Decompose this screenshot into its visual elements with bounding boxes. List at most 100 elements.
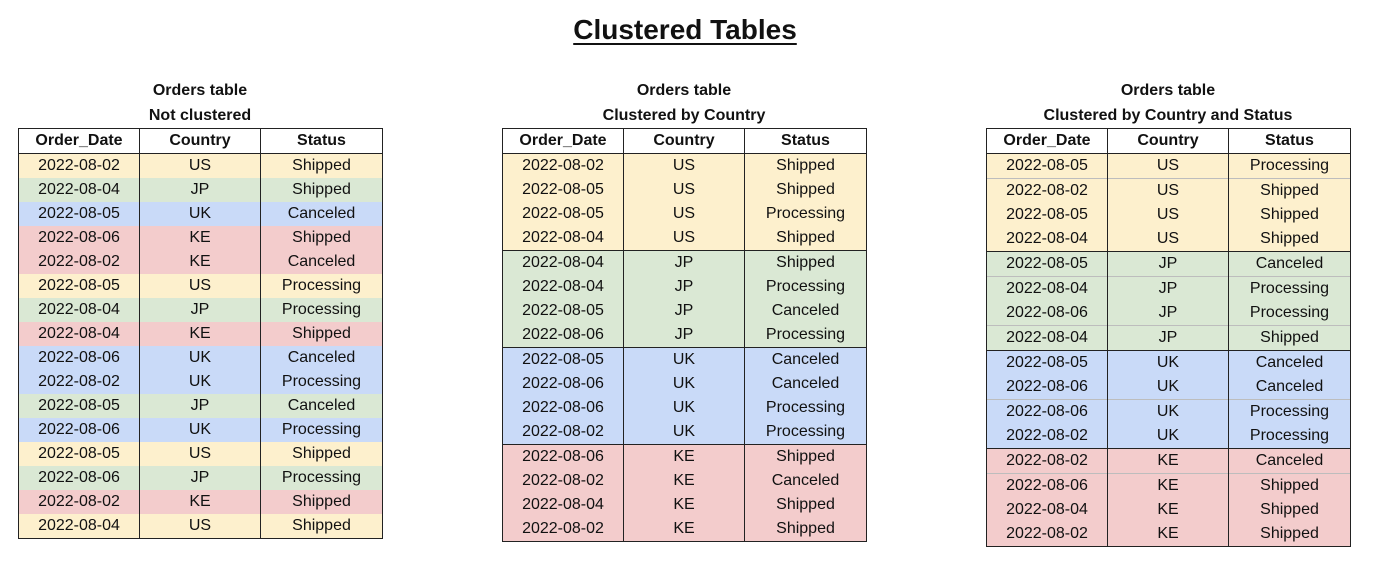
column-header: Order_Date [986, 128, 1108, 154]
country-cell: JP [1107, 251, 1229, 277]
status-cell: Shipped [260, 153, 383, 178]
status-cell: Shipped [1228, 498, 1351, 522]
order-date-cell: 2022-08-06 [502, 396, 624, 420]
status-cell: Canceled [1228, 375, 1351, 400]
status-cell: Canceled [744, 469, 867, 493]
table-row: 2022-08-05 JP Canceled [18, 394, 383, 418]
status-cell: Shipped [260, 514, 383, 539]
status-cell: Shipped [1228, 325, 1351, 351]
status-cell: Shipped [1228, 522, 1351, 547]
status-cell: Shipped [744, 250, 867, 275]
country-cell: UK [1107, 424, 1229, 449]
country-cell: JP [139, 466, 261, 490]
status-cell: Canceled [744, 347, 867, 372]
table-row: 2022-08-06 JP Processing [502, 323, 867, 348]
country-cell: US [1107, 153, 1229, 179]
table-row: 2022-08-06 UK Canceled [18, 346, 383, 370]
order-date-cell: 2022-08-06 [18, 226, 140, 250]
column-header: Order_Date [502, 128, 624, 154]
country-cell: US [1107, 203, 1229, 227]
table-row: 2022-08-02 KE Shipped [502, 517, 867, 542]
country-cell: KE [1107, 473, 1229, 498]
status-cell: Canceled [1228, 251, 1351, 277]
table-row: 2022-08-02 KE Canceled [986, 448, 1351, 474]
order-date-cell: 2022-08-06 [502, 372, 624, 396]
status-cell: Shipped [1228, 178, 1351, 203]
column-header: Country [1107, 128, 1229, 154]
orders-table: Order_Date Country Status 2022-08-02 US Shipp… [502, 128, 867, 542]
table-row: 2022-08-06 KE Shipped [986, 473, 1351, 498]
order-date-cell: 2022-08-02 [18, 250, 140, 274]
table-caption-line1: Orders table [1120, 82, 1216, 99]
status-cell: Processing [1228, 153, 1351, 179]
order-date-cell: 2022-08-06 [18, 466, 140, 490]
status-cell: Canceled [744, 299, 867, 323]
order-date-cell: 2022-08-05 [986, 203, 1108, 227]
status-cell: Shipped [1228, 473, 1351, 498]
order-date-cell: 2022-08-06 [18, 418, 140, 442]
status-cell: Processing [260, 274, 383, 298]
country-cell: US [623, 178, 745, 202]
order-date-cell: 2022-08-04 [502, 493, 624, 517]
column-header: Country [139, 128, 261, 154]
table-row: 2022-08-02 US Shipped [502, 153, 867, 178]
table-row: 2022-08-02 KE Shipped [18, 490, 383, 514]
country-cell: JP [139, 298, 261, 322]
table-row: 2022-08-06 UK Canceled [986, 375, 1351, 400]
country-cell: KE [139, 226, 261, 250]
table-row: 2022-08-02 UK Processing [502, 420, 867, 445]
country-cell: US [139, 514, 261, 539]
table-row: 2022-08-06 KE Shipped [18, 226, 383, 250]
table-row: 2022-08-04 KE Shipped [986, 498, 1351, 522]
status-cell: Processing [1228, 301, 1351, 326]
order-date-cell: 2022-08-05 [18, 442, 140, 466]
country-cell: KE [623, 444, 745, 469]
status-cell: Shipped [744, 153, 867, 178]
order-date-cell: 2022-08-05 [18, 274, 140, 298]
status-cell: Shipped [260, 322, 383, 346]
status-cell: Processing [260, 370, 383, 394]
table-row: 2022-08-06 KE Shipped [502, 444, 867, 469]
table-caption-line2: Not clustered [148, 107, 252, 124]
order-date-cell: 2022-08-05 [502, 178, 624, 202]
status-cell: Shipped [260, 178, 383, 202]
status-cell: Canceled [260, 202, 383, 226]
table-caption-line2: Clustered by Country and Status [1043, 107, 1293, 124]
country-cell: KE [1107, 448, 1229, 474]
order-date-cell: 2022-08-02 [502, 153, 624, 178]
country-cell: US [1107, 227, 1229, 252]
status-cell: Canceled [744, 372, 867, 396]
status-cell: Canceled [260, 394, 383, 418]
order-date-cell: 2022-08-05 [986, 251, 1108, 277]
orders-table: Order_Date Country Status 2022-08-02 US Shipp… [18, 128, 383, 539]
table-caption-line2: Clustered by Country [602, 107, 766, 124]
order-date-cell: 2022-08-02 [18, 370, 140, 394]
table-row: 2022-08-05 US Shipped [986, 203, 1351, 227]
table-row: 2022-08-04 US Shipped [18, 514, 383, 539]
table-row: 2022-08-06 JP Processing [18, 466, 383, 490]
country-cell: KE [623, 517, 745, 542]
status-cell: Canceled [1228, 448, 1351, 474]
country-cell: US [139, 442, 261, 466]
status-cell: Processing [744, 323, 867, 348]
country-cell: JP [623, 275, 745, 299]
status-cell: Shipped [260, 490, 383, 514]
order-date-cell: 2022-08-02 [502, 517, 624, 542]
order-date-cell: 2022-08-04 [18, 298, 140, 322]
table-row: 2022-08-02 KE Canceled [18, 250, 383, 274]
country-cell: US [623, 153, 745, 178]
country-cell: KE [139, 250, 261, 274]
order-date-cell: 2022-08-05 [986, 350, 1108, 375]
country-cell: UK [139, 418, 261, 442]
table-row: 2022-08-06 UK Processing [986, 399, 1351, 424]
column-header: Status [1228, 128, 1351, 154]
order-date-cell: 2022-08-04 [18, 514, 140, 539]
table-caption-line1: Orders table [636, 82, 732, 99]
orders-table-clustered-by-country-and-status: Orders table Clustered by Country and Sta… [986, 78, 1351, 547]
table-row: 2022-08-06 UK Processing [502, 396, 867, 420]
status-cell: Shipped [260, 226, 383, 250]
country-cell: UK [1107, 375, 1229, 400]
table-row: 2022-08-05 US Processing [986, 153, 1351, 179]
order-date-cell: 2022-08-05 [18, 202, 140, 226]
column-header: Status [744, 128, 867, 154]
